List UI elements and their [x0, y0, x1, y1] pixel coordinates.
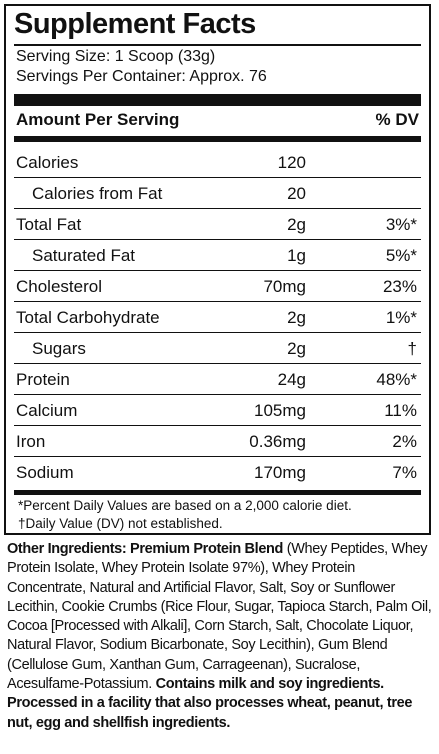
nutrient-amount: 70mg: [263, 277, 306, 296]
panel-title: Supplement Facts: [14, 8, 256, 40]
header-dv: % DV: [375, 110, 419, 129]
nutrient-row: Saturated Fat 1g 5%*: [16, 239, 419, 270]
nutrient-name: Calories: [16, 153, 79, 172]
nutrient-dv: 2%: [392, 432, 417, 451]
nutrient-row: Cholesterol 70mg 23%: [16, 270, 419, 301]
row-divider: [14, 239, 421, 240]
nutrient-name: Total Fat: [16, 215, 82, 234]
nutrient-row: Total Fat 2g 3%*: [16, 208, 419, 239]
nutrient-row: Protein 24g 48%*: [16, 363, 419, 394]
nutrient-dv: 7%: [392, 463, 417, 482]
nutrient-amount: 2g: [287, 308, 306, 327]
thick-rule-top: [14, 94, 421, 106]
nutrient-dv: 23%: [382, 277, 417, 296]
row-divider: [14, 301, 421, 302]
ingredients-list: (Whey Peptides, Whey Protein Isolate, Wh…: [7, 541, 432, 693]
footnote-dv-not-established: †Daily Value (DV) not established.: [18, 516, 223, 531]
row-divider: [14, 425, 421, 426]
nutrient-dv: 11%: [384, 401, 417, 420]
nutrient-amount: 24g: [277, 370, 306, 389]
nutrient-amount: 1g: [287, 246, 306, 265]
serving-size: Serving Size: 1 Scoop (33g): [16, 48, 216, 65]
nutrient-row: Sugars 2g †: [16, 332, 419, 363]
nutrient-row: Calories from Fat 20: [16, 177, 419, 208]
nutrient-amount: 2g: [287, 339, 306, 358]
thick-rule-bottom: [14, 490, 421, 495]
nutrient-name: Protein: [16, 370, 70, 389]
nutrient-row: Total Carbohydrate 2g 1%*: [16, 301, 419, 332]
footnote-percent-dv: *Percent Daily Values are based on a 2,0…: [18, 498, 352, 513]
nutrient-name: Sugars: [32, 339, 86, 358]
ingredients-label: Other Ingredients: Premium Protein Blend: [7, 541, 284, 557]
nutrient-name: Total Carbohydrate: [16, 308, 160, 327]
row-divider: [14, 208, 421, 209]
nutrient-name: Calcium: [16, 401, 78, 420]
nutrient-name: Sodium: [16, 463, 74, 482]
row-divider: [14, 332, 421, 333]
nutrient-row: Sodium 170mg 7%: [16, 456, 419, 487]
nutrient-dv: 3%*: [385, 215, 417, 234]
nutrient-amount: 105mg: [254, 401, 306, 420]
nutrient-amount: 170mg: [254, 463, 306, 482]
nutrient-dv: †: [407, 339, 417, 358]
title-rule: [14, 44, 421, 46]
nutrient-row: Iron 0.36mg 2%: [16, 425, 419, 456]
nutrient-name: Iron: [16, 432, 46, 451]
nutrient-row: Calcium 105mg 11%: [16, 394, 419, 425]
row-divider: [14, 363, 421, 364]
row-divider: [14, 177, 421, 178]
nutrient-name: Cholesterol: [16, 277, 102, 296]
nutrient-dv: 48%*: [376, 370, 417, 389]
allergen-statement: Contains milk and soy ingredients. Proce…: [7, 676, 413, 731]
nutrient-dv: 1%*: [385, 308, 417, 327]
nutrient-name: Calories from Fat: [32, 184, 163, 203]
nutrient-amount: 20: [287, 184, 306, 203]
nutrient-amount: 0.36mg: [249, 432, 306, 451]
supplement-facts-panel: Supplement Facts Serving Size: 1 Scoop (…: [4, 4, 431, 535]
other-ingredients: Other Ingredients: Premium Protein Blend…: [7, 540, 435, 733]
thick-rule-header: [14, 136, 421, 142]
header-amount: Amount Per Serving: [16, 110, 180, 129]
row-divider: [14, 456, 421, 457]
nutrient-dv: 5%*: [385, 246, 417, 265]
table-header: Amount Per Serving % DV: [16, 110, 419, 136]
nutrient-amount: 2g: [287, 215, 306, 234]
nutrient-amount: 120: [277, 153, 306, 172]
row-divider: [14, 270, 421, 271]
nutrient-row: Calories 120: [16, 146, 419, 177]
servings-per-container: Servings Per Container: Approx. 76: [16, 68, 267, 85]
nutrient-name: Saturated Fat: [32, 246, 136, 265]
row-divider: [14, 394, 421, 395]
